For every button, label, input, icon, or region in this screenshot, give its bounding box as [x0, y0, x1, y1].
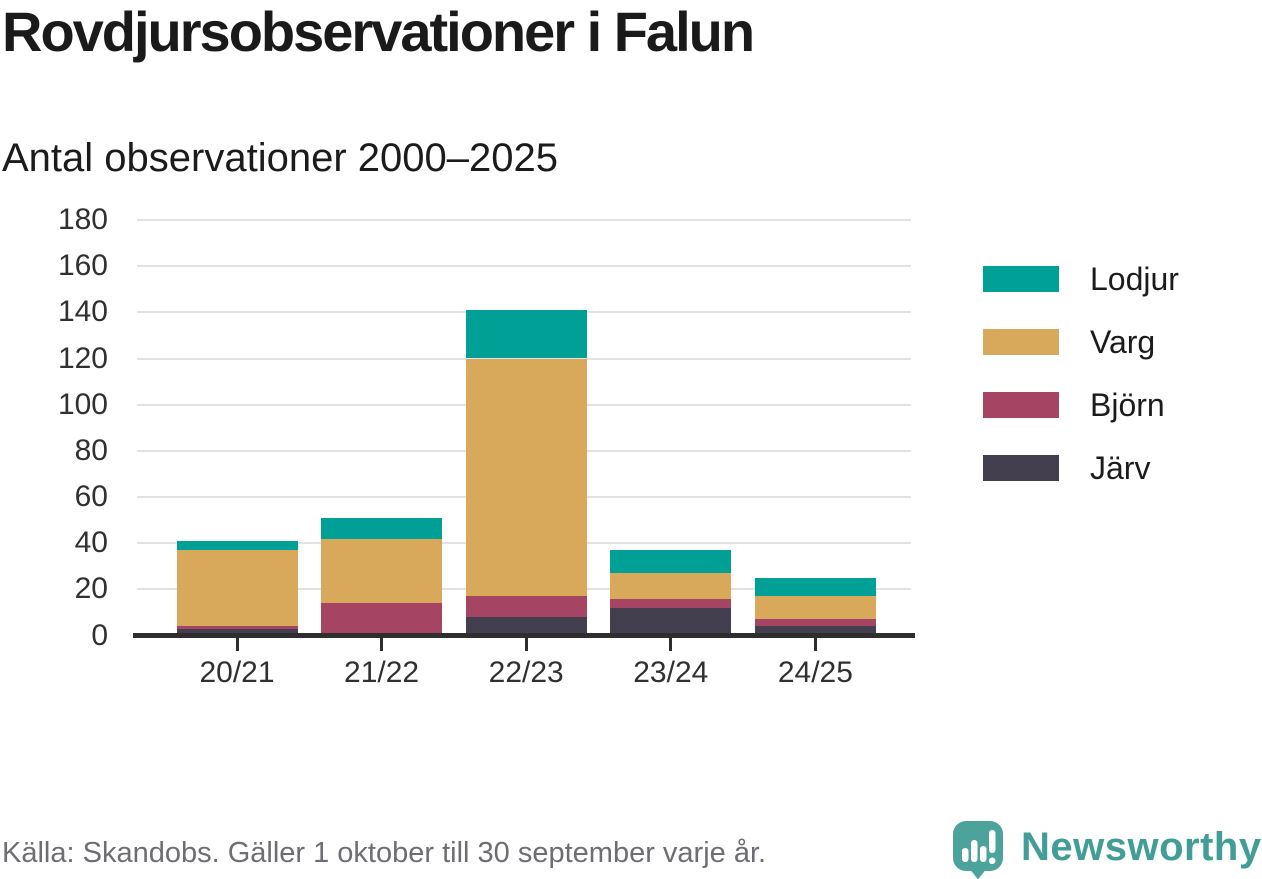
bar-segment — [176, 628, 298, 636]
bar-segment — [610, 550, 732, 574]
gridline — [137, 265, 911, 268]
gridline — [137, 219, 911, 221]
legend-row: Björn — [983, 389, 1179, 421]
x-axis-line — [133, 633, 915, 638]
x-tick — [235, 638, 239, 651]
y-tick-label: 20 — [74, 572, 108, 606]
x-tick-label: 21/22 — [344, 655, 420, 689]
legend-row: Varg — [983, 326, 1179, 358]
chart-title: Rovdjursobservationer i Falun — [2, 0, 755, 63]
bar-segment — [176, 550, 298, 627]
bar-segment — [321, 538, 443, 604]
legend-label: Björn — [1090, 387, 1165, 423]
bar-segment — [176, 626, 298, 629]
bar-segment — [465, 358, 587, 597]
y-tick-label: 0 — [91, 618, 108, 652]
bar-segment — [610, 598, 732, 608]
bar-segment — [321, 517, 443, 539]
y-tick-label: 120 — [57, 341, 108, 375]
y-tick-label: 140 — [57, 295, 108, 329]
legend-row: Lodjur — [983, 263, 1179, 295]
y-tick-label: 180 — [57, 203, 108, 236]
bar-segment — [754, 619, 876, 627]
y-tick-label: 40 — [74, 526, 108, 560]
legend-label: Järv — [1090, 450, 1151, 486]
legend-label: Lodjur — [1090, 261, 1179, 297]
bar-segment — [465, 617, 587, 636]
chart-subtitle: Antal observationer 2000–2025 — [2, 136, 558, 180]
x-tick-label: 23/24 — [633, 655, 709, 689]
x-tick — [380, 638, 384, 651]
legend-row: Järv — [983, 452, 1179, 484]
bar-segment — [176, 540, 298, 551]
bar-segment — [754, 577, 876, 597]
newsworthy-icon — [953, 821, 1003, 879]
y-tick-label: 100 — [57, 387, 108, 421]
y-tick-label: 60 — [74, 480, 108, 513]
x-tick-label: 22/23 — [488, 655, 564, 689]
source-note: Källa: Skandobs. Gäller 1 oktober till 3… — [2, 837, 767, 869]
x-tick — [524, 638, 528, 651]
bar-segment — [610, 573, 732, 599]
y-tick-label: 80 — [74, 433, 108, 467]
bar-segment — [754, 596, 876, 620]
x-tick-label: 20/21 — [199, 655, 275, 689]
y-tick-label: 160 — [57, 249, 108, 283]
chart-legend: Lodjur Varg Björn Järv — [983, 263, 1179, 515]
legend-swatch — [983, 392, 1059, 418]
legend-swatch — [983, 455, 1059, 481]
legend-swatch — [983, 266, 1059, 292]
legend-swatch — [983, 329, 1059, 355]
newsworthy-logo: Newsworthy — [952, 820, 1262, 879]
legend-label: Varg — [1090, 324, 1156, 360]
newsworthy-wordmark: Newsworthy — [1021, 825, 1262, 869]
bar-segment — [321, 603, 443, 636]
x-tick — [669, 638, 673, 651]
bar-segment — [754, 626, 876, 636]
bar-segment — [465, 596, 587, 618]
bar-segment — [610, 607, 732, 636]
bar-segment — [465, 310, 587, 359]
x-tick-label: 24/25 — [777, 655, 853, 689]
x-tick — [813, 638, 817, 651]
